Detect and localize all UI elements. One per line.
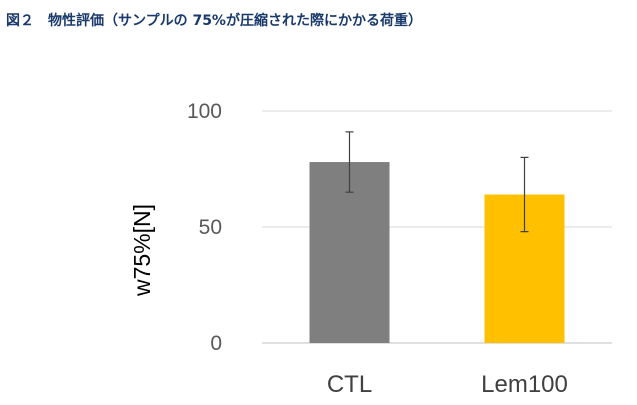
x-category-label: Lem100 [481,371,568,398]
y-tick-label: 50 [199,216,222,239]
error-bars [345,131,529,233]
figure-caption: 図２ 物性評価（サンプルの 75%が圧縮された際にかかる荷重） [6,13,422,29]
x-category-label: CTL [327,371,372,398]
y-axis-title: w75%[N] [129,204,155,297]
x-category-labels: CTL Lem100 [327,371,568,398]
y-tick-label: 100 [187,100,222,123]
bars [309,162,565,343]
y-tick-label: 0 [210,332,222,355]
y-tick-labels: 0 50 100 [187,100,222,355]
